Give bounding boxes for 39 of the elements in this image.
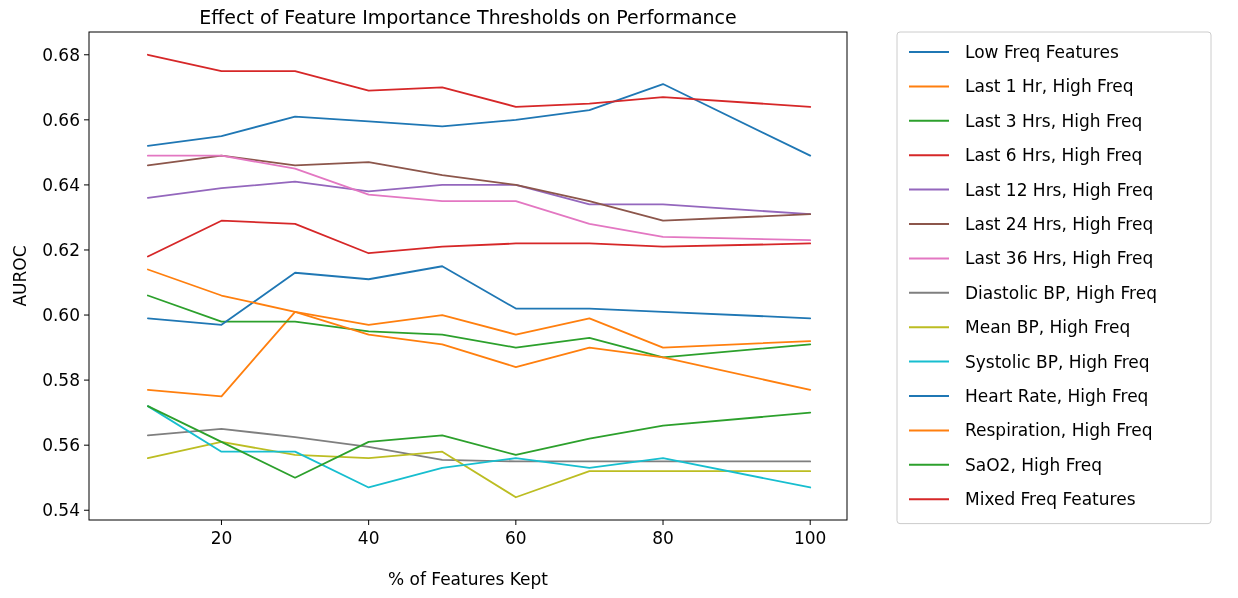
legend-label: Last 24 Hrs, High Freq [965, 214, 1154, 234]
legend-label: Last 36 Hrs, High Freq [965, 248, 1154, 269]
x-tick-label: 100 [793, 528, 827, 548]
legend-label: Last 1 Hr, High Freq [965, 76, 1134, 97]
legend-label: Heart Rate, High Freq [965, 386, 1149, 406]
chart-title: Effect of Feature Importance Thresholds on Performance [199, 6, 737, 28]
line-series [146, 154, 812, 242]
legend-label: Last 12 Hrs, High Freq [965, 179, 1154, 200]
x-tick-label: 40 [357, 528, 380, 548]
legend-label: Low Freq Features [965, 42, 1119, 62]
legend-label: Last 6 Hrs, High Freq [965, 145, 1143, 166]
legend-label: Mean BP, High Freq [965, 317, 1131, 338]
line-series [146, 154, 812, 222]
legend-label: Diastolic BP, High Freq [965, 282, 1157, 303]
y-tick-label: 0.60 [42, 305, 80, 326]
line-series [146, 428, 812, 463]
y-tick-label: 0.66 [42, 109, 80, 130]
y-tick-label: 0.56 [42, 435, 80, 456]
x-tick-label: 60 [505, 528, 527, 548]
legend-label: Respiration, High Freq [965, 420, 1153, 441]
y-tick-label: 0.54 [42, 500, 80, 521]
x-tick-label: 80 [652, 528, 674, 548]
legend-label: SaO2, High Freq [965, 454, 1103, 475]
line-series [146, 294, 812, 359]
x-tick-label: 20 [210, 528, 233, 548]
y-tick-label: 0.68 [42, 44, 80, 65]
y-tick-label: 0.62 [42, 239, 80, 260]
line-series [146, 53, 812, 108]
legend-label: Last 3 Hrs, High Freq [965, 110, 1143, 131]
line-series [146, 265, 812, 326]
line-series [146, 219, 812, 258]
y-tick-label: 0.64 [42, 174, 80, 195]
line-series [146, 441, 812, 499]
line-series [146, 83, 812, 157]
legend-label: Systolic BP, High Freq [965, 351, 1150, 372]
y-tick-label: 0.58 [42, 370, 80, 391]
y-axis-title: AUROC [10, 245, 30, 307]
x-axis-title: % of Features Kept [387, 569, 549, 589]
legend-label: Mixed Freq Features [965, 489, 1136, 510]
